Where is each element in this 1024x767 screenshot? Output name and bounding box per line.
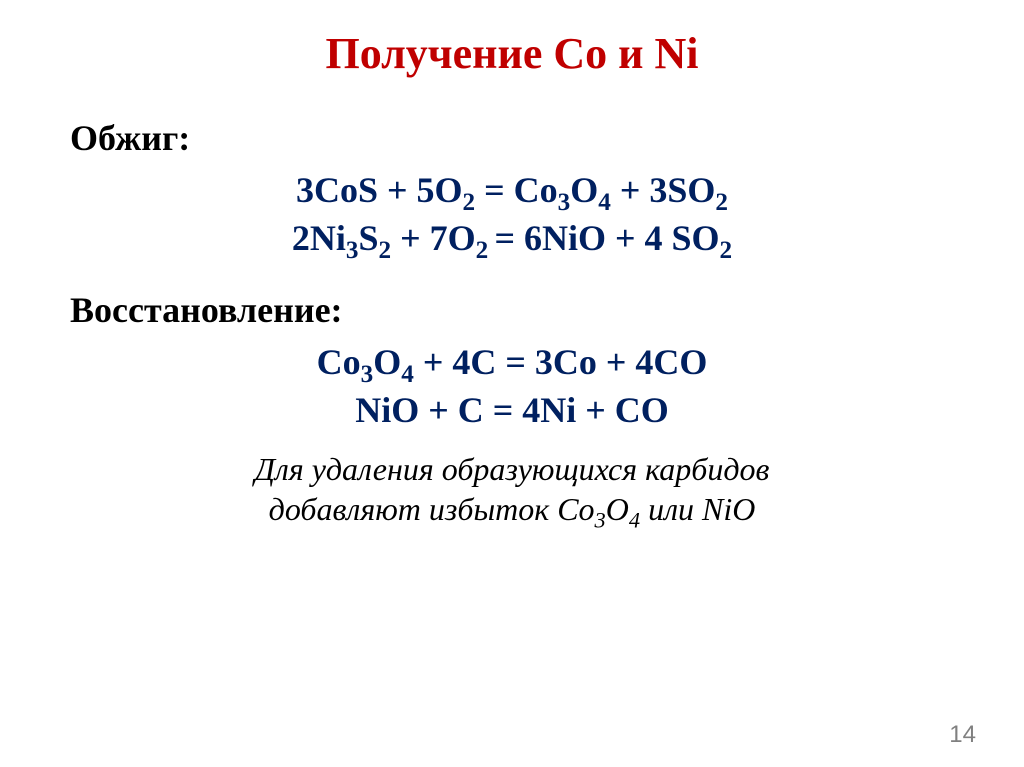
- section-roasting-label: Обжиг:: [70, 117, 954, 159]
- equation-4: NiO + C = 4Ni + CO: [70, 389, 954, 431]
- slide: Получение Co и Ni Обжиг: 3CoS + 5O2 = Co…: [0, 0, 1024, 767]
- section-reduction-label: Восстановление:: [70, 289, 954, 331]
- equation-2: 2Ni3S2 + 7O2 = 6NiO + 4 SO2: [70, 217, 954, 259]
- equation-3: Co3O4 + 4C = 3Co + 4CO: [70, 341, 954, 383]
- slide-title: Получение Co и Ni: [70, 28, 954, 79]
- equation-1: 3CoS + 5O2 = Co3O4 + 3SO2: [70, 169, 954, 211]
- footnote: Для удаления образующихся карбидовдобавл…: [70, 449, 954, 529]
- spacer: [70, 265, 954, 281]
- page-number: 14: [949, 721, 976, 749]
